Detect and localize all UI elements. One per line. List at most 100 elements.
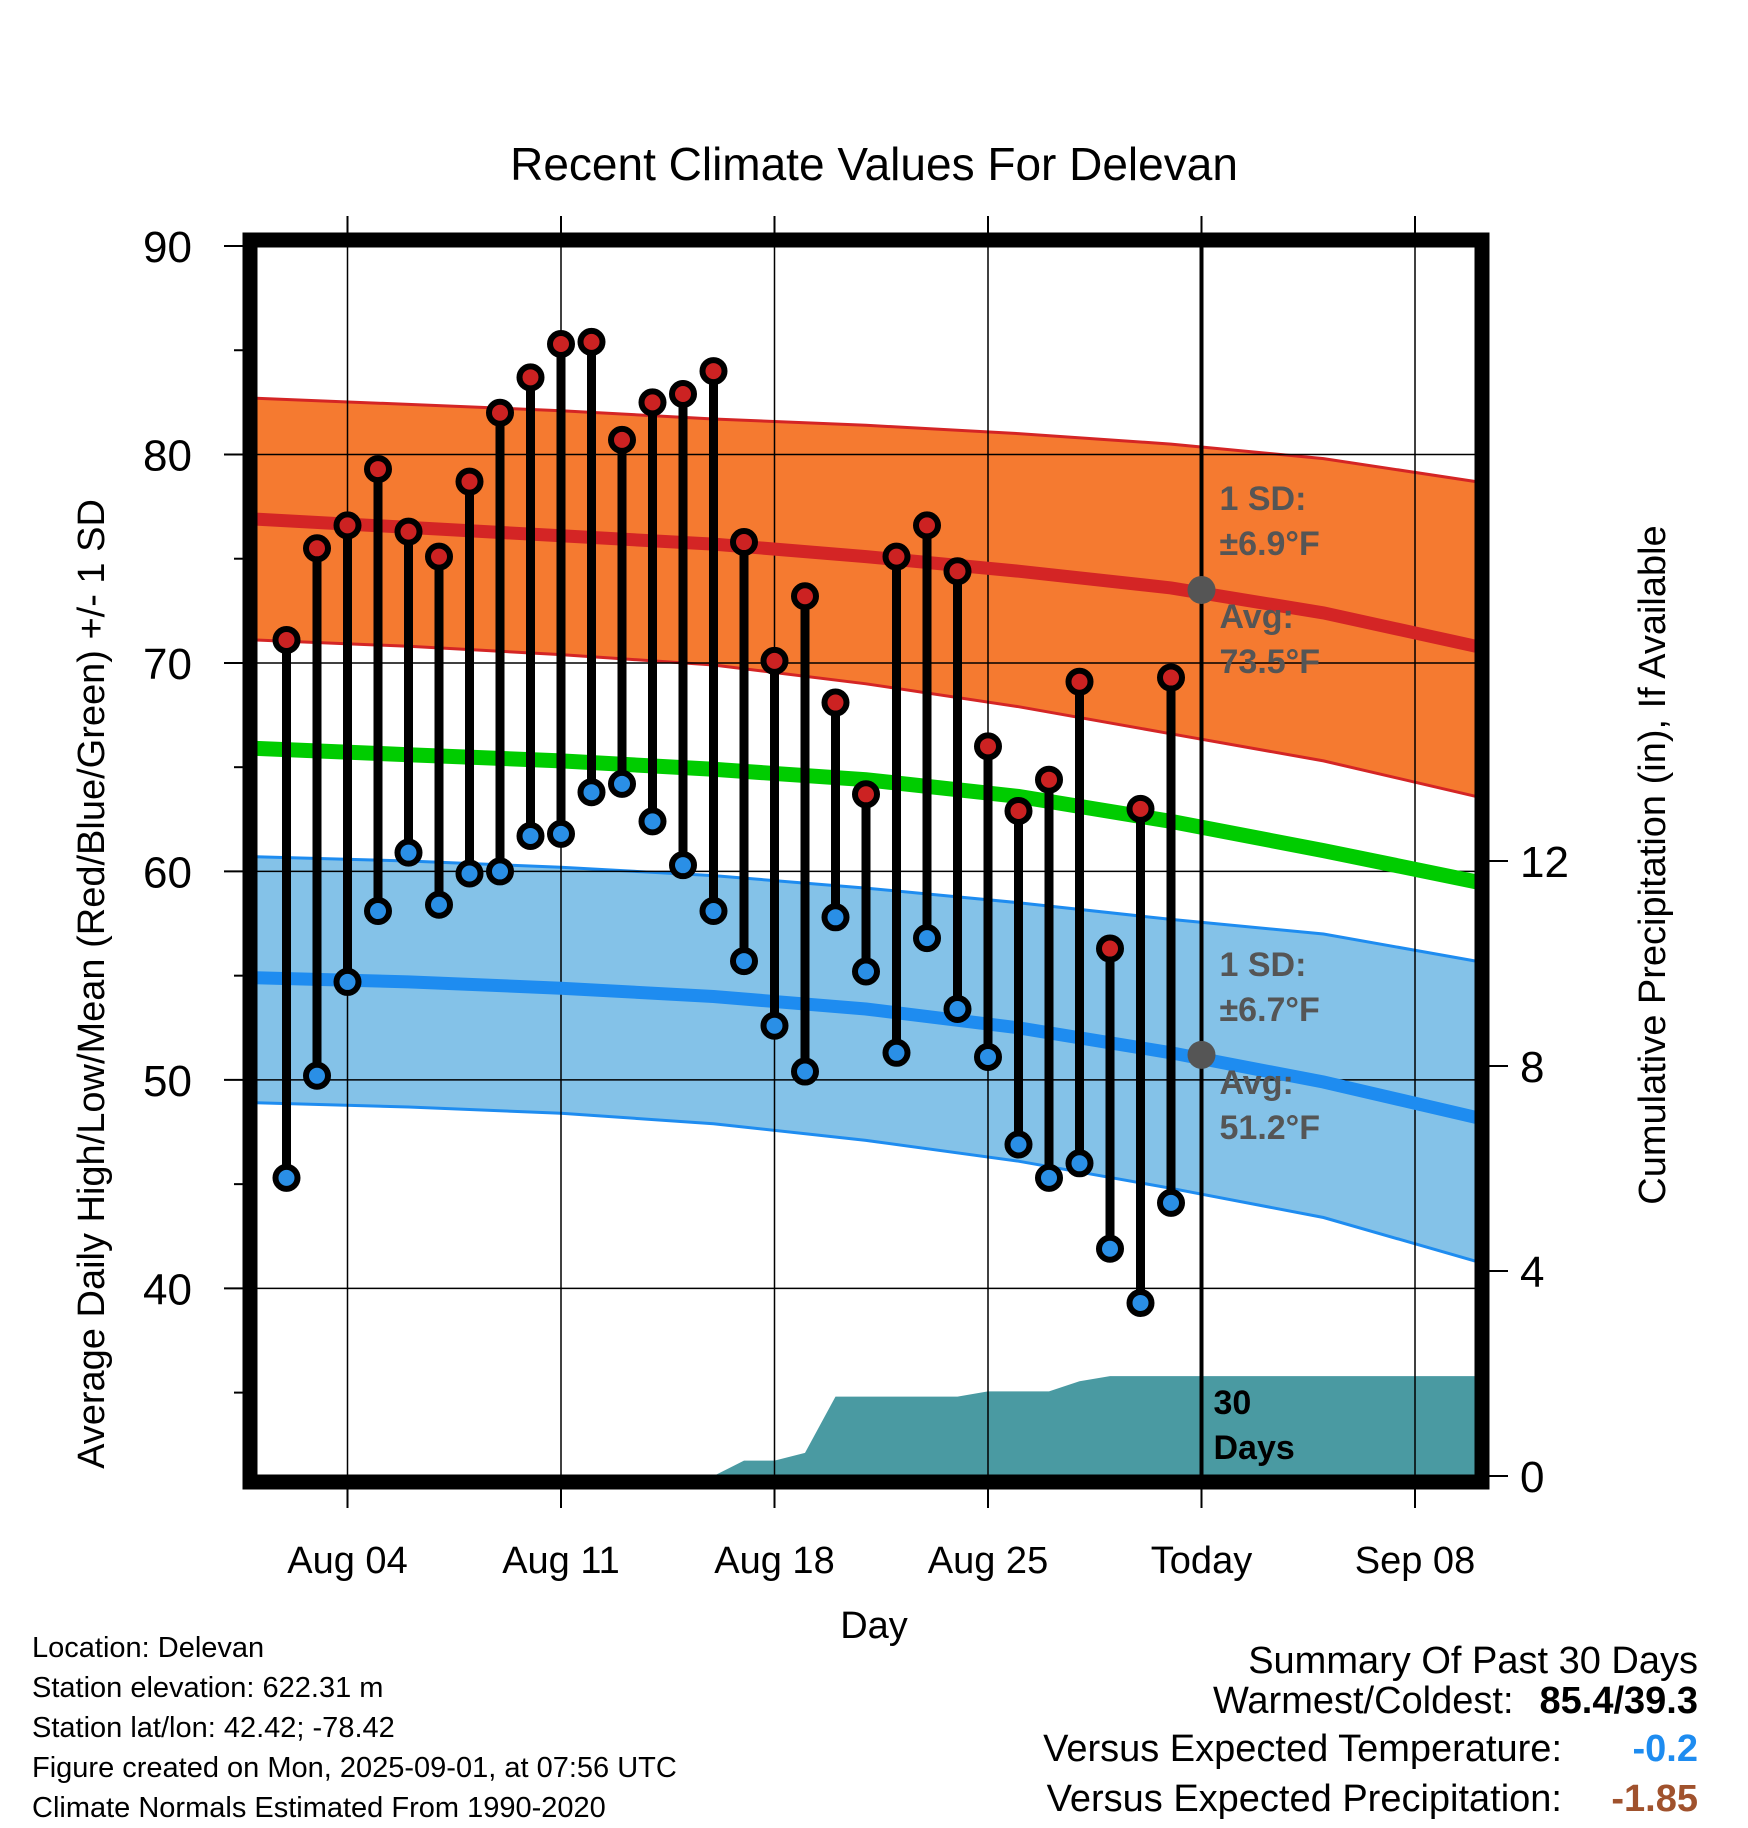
low-avg-value: 51.2°F [1220,1109,1321,1147]
daily-high-point [638,388,667,417]
daily-low-point [303,1061,331,1090]
low-sd-value: ±6.7°F [1220,991,1320,1029]
y-tick-label-right: 0 [1520,1453,1544,1502]
y-tick-label-right: 8 [1520,1043,1544,1092]
low-avg-label: Avg: [1220,1064,1294,1102]
summary-precipitation: Versus Expected Precipitation: -1.85 [1047,1778,1698,1821]
normals-text: Climate Normals Estimated From 1990-2020 [32,1792,606,1824]
daily-low-point [760,1011,789,1040]
high-avg-label: Avg: [1220,598,1294,636]
daily-low-point [1065,1149,1094,1178]
x-tick-label: Aug 25 [928,1540,1048,1582]
y-tick-label-right: 4 [1520,1248,1544,1297]
high-sd-lower-line [255,638,1477,798]
y-tick-label-right: 12 [1520,838,1569,887]
x-tick-label: Today [1151,1540,1252,1582]
daily-high-point [577,327,606,356]
x-axis-label: Day [840,1605,908,1647]
summary-temperature: Versus Expected Temperature: -0.2 [1043,1728,1698,1771]
daily-high-point [943,557,972,586]
mean-avg-line [255,740,1478,890]
precipitation-label: Versus Expected Precipitation: [1046,1778,1562,1820]
precip-window-label: Days [1214,1429,1295,1467]
daily-low-point [791,1057,819,1086]
daily-high-point [1035,765,1063,794]
daily-low-point [852,957,880,986]
temperature-value: -0.2 [1632,1728,1698,1770]
location-text: Location: Delevan [32,1632,265,1664]
daily-low-point [943,995,972,1024]
daily-high-point [760,646,789,675]
y-axis-label-left: Average Daily High/Low/Mean (Red/Blue/Gr… [71,499,113,1469]
high-sd-value: ±6.9°F [1220,525,1320,563]
chart-title: Recent Climate Values For Delevan [510,138,1238,190]
daily-high-point [303,534,331,563]
latlon-text: Station lat/lon: 42.42; -78.42 [32,1712,395,1744]
daily-low-point [455,859,484,888]
precipitation-value: -1.85 [1611,1778,1698,1820]
y-tick-label-left: 80 [143,431,192,480]
daily-high-point [455,467,484,496]
daily-low-point [669,851,697,880]
daily-high-point [821,688,850,717]
y-axis-label-right: Cumulative Precipitation (in), If Availa… [1632,525,1674,1204]
daily-low-point [272,1163,301,1192]
daily-high-point [364,455,392,484]
precip-window-label: 30 [1214,1384,1252,1422]
daily-low-point [364,897,392,926]
daily-low-point [821,903,850,932]
daily-high-point [333,511,362,540]
daily-low-point [1096,1234,1124,1263]
high-avg-value: 73.5°F [1220,643,1321,681]
created-text: Figure created on Mon, 2025-09-01, at 07… [32,1752,677,1784]
daily-low-point [638,807,667,836]
daily-high-point [1126,794,1155,823]
daily-high-point [272,626,301,655]
today-high-avg-marker [1187,575,1216,604]
daily-low-point [608,769,636,798]
daily-low-point [1004,1130,1033,1159]
daily-high-point [974,732,1002,761]
y-tick-label-left: 60 [143,848,192,897]
summary-warmest-coldest: Warmest/Coldest: 85.4/39.3 [1213,1680,1698,1723]
x-tick-label: Aug 04 [287,1540,407,1582]
daily-low-point [1157,1188,1185,1217]
y-tick-label-left: 70 [143,640,192,689]
temperature-label: Versus Expected Temperature: [1043,1728,1562,1770]
daily-low-point [547,819,575,848]
warmest-coldest-value: 85.4/39.3 [1539,1680,1698,1722]
daily-low-point [577,778,606,807]
y-tick-label-left: 90 [143,223,192,272]
low-sd-label: 1 SD: [1220,946,1307,984]
high-avg-line [255,512,1478,653]
daily-low-point [913,924,941,953]
daily-high-point [547,329,575,358]
warmest-coldest-label: Warmest/Coldest: [1212,1680,1514,1722]
y-tick-label-left: 50 [143,1057,192,1106]
precip-area [713,1376,1476,1476]
y-tick-label-left: 40 [143,1265,192,1314]
today-low-avg-marker [1187,1040,1216,1069]
daily-high-point [486,398,514,427]
plot-area: 1 SD: ±6.9°F Avg: 73.5°F 1 SD: ±6.7°F Avg: 51.2… [143,216,1569,1582]
daily-high-point [1065,667,1094,696]
daily-high-point [1004,796,1033,825]
daily-low-point [882,1038,911,1067]
daily-high-point [516,363,545,392]
x-tick-label: Aug 11 [502,1540,620,1582]
daily-high-point [791,582,819,611]
daily-high-point [852,780,880,809]
low-sd-lower-line [255,1101,1477,1263]
plot-frame [242,232,1490,1490]
daily-high-point [699,357,728,386]
daily-low-point [1035,1163,1063,1192]
daily-low-point [425,890,453,919]
daily-low-point [394,838,423,867]
daily-low-point [516,821,545,850]
daily-low-point [486,857,514,886]
summary-title: Summary Of Past 30 Days [1248,1640,1698,1682]
daily-high-point [913,511,941,540]
daily-low-point [974,1042,1002,1071]
daily-high-point [730,528,758,557]
